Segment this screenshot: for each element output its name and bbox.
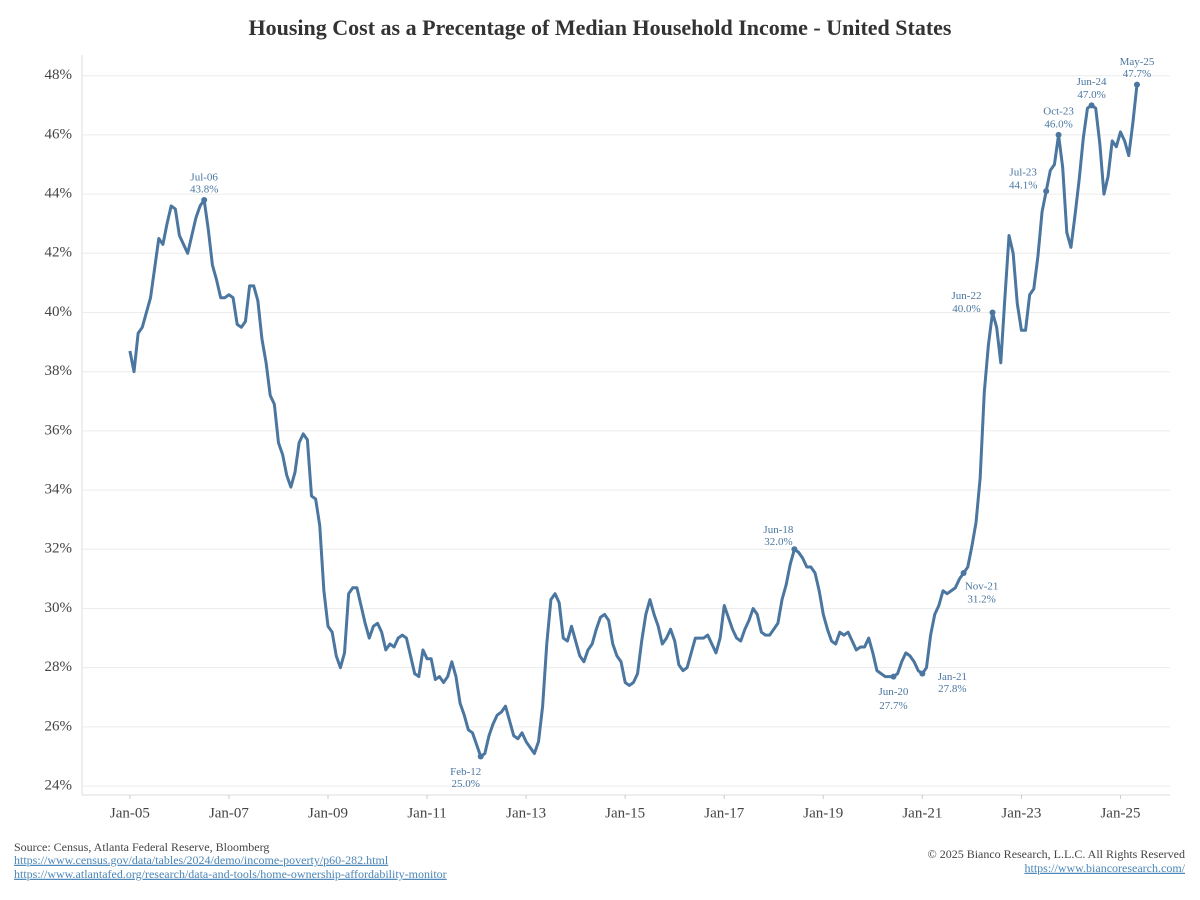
y-tick-label: 44%	[45, 186, 73, 202]
annotation-value: 47.7%	[1123, 68, 1151, 80]
annotation-dot	[1043, 188, 1050, 195]
annotation-date: Oct-23	[1043, 105, 1074, 117]
annotation-date: Feb-12	[450, 766, 481, 778]
source: Source: Census, Atlanta Federal Reserve,…	[14, 840, 269, 854]
y-tick-label: 38%	[45, 363, 73, 379]
y-tick-label: 40%	[45, 304, 73, 320]
annotation-value: 43.8%	[190, 184, 218, 196]
x-tick-label: Jan-11	[407, 805, 446, 821]
y-tick-label: 28%	[45, 659, 73, 675]
annotation-date: Jun-20	[878, 686, 908, 698]
source-link[interactable]: https://www.census.gov/data/tables/2024/…	[14, 853, 389, 867]
source-link[interactable]: https://www.atlantafed.org/research/data…	[14, 867, 447, 881]
x-tick-label: Jan-13	[506, 805, 546, 821]
y-tick-label: 26%	[45, 718, 73, 734]
annotation-dot	[960, 569, 967, 576]
series-line	[128, 84, 1139, 758]
x-tick-label: Jan-05	[110, 805, 150, 821]
site-link[interactable]: https://www.biancoresearch.com/	[1024, 861, 1185, 875]
x-tick-label: Jan-17	[704, 805, 744, 821]
annotation-dot	[1133, 81, 1140, 88]
x-tick-label: Jan-21	[902, 805, 942, 821]
y-tick-label: 34%	[45, 482, 73, 498]
annotation-date: Jan-21	[938, 671, 967, 683]
annotation-date: Jun-24	[1077, 76, 1107, 88]
annotation-date: Jun-18	[763, 524, 793, 536]
annotation-dot	[477, 753, 484, 760]
x-tick-label: Jan-15	[605, 805, 645, 821]
annotation-dot	[919, 670, 926, 677]
annotation-value: 27.8%	[938, 683, 966, 695]
y-tick-label: 24%	[45, 778, 73, 794]
annotation-value: 44.1%	[1009, 180, 1037, 192]
annotation-value: 31.2%	[967, 594, 995, 606]
y-tick-label: 30%	[45, 600, 73, 616]
annotation-dot	[1055, 131, 1062, 138]
annotation-dot	[201, 197, 208, 204]
y-tick-label: 42%	[45, 245, 73, 261]
copyright: © 2025 Bianco Research, L.L.C. All Right…	[928, 847, 1185, 861]
x-tick-label: Jan-25	[1100, 805, 1140, 821]
annotation-value: 27.7%	[879, 700, 907, 712]
annotation-date: May-25	[1120, 56, 1155, 68]
y-tick-label: 48%	[45, 67, 73, 83]
y-tick-label: 36%	[45, 422, 73, 438]
annotation-value: 32.0%	[764, 536, 792, 548]
chart-title: Housing Cost as a Precentage of Median H…	[249, 15, 952, 40]
x-tick-label: Jan-23	[1001, 805, 1041, 821]
annotation-dot	[890, 673, 897, 680]
x-tick-label: Jan-09	[308, 805, 348, 821]
x-tick-label: Jan-19	[803, 805, 843, 821]
annotation-dot	[791, 546, 798, 553]
annotation-date: Jun-22	[952, 290, 982, 302]
annotation-dot	[989, 309, 996, 316]
annotation-value: 46.0%	[1044, 118, 1072, 130]
x-tick-label: Jan-07	[209, 805, 249, 821]
annotation-date: Jul-23	[1009, 167, 1037, 179]
y-tick-label: 32%	[45, 541, 73, 557]
y-tick-label: 46%	[45, 126, 73, 142]
annotation-dot	[1088, 102, 1095, 109]
annotation-value: 25.0%	[452, 778, 480, 790]
annotation-date: Jul-06	[190, 172, 218, 184]
annotation-value: 47.0%	[1077, 89, 1105, 101]
annotation-date: Nov-21	[965, 581, 999, 593]
annotation-value: 40.0%	[952, 303, 980, 315]
